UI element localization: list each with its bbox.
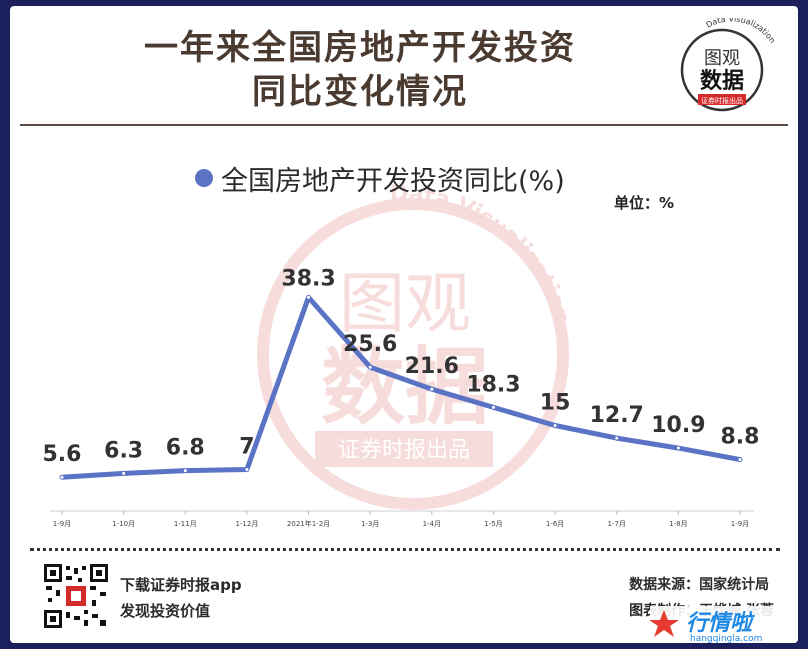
data-label: 21.6 xyxy=(405,354,459,379)
brand-watermark: 行情啦 hangqingla.com xyxy=(650,606,798,643)
qr-code xyxy=(44,564,108,628)
download-app-text: 下载证券时报app xyxy=(120,576,242,594)
data-point xyxy=(60,475,64,479)
logo-badge: Data Visualization 图观 数据 证券时报出品 xyxy=(680,18,777,112)
unit-label: 单位：% xyxy=(614,194,675,212)
x-tick-label: 1-6月 xyxy=(546,520,564,528)
data-point xyxy=(368,365,372,369)
data-point xyxy=(738,458,742,462)
series-line xyxy=(59,294,743,480)
x-axis-ticks: 1-9月 1-10月 1-11月 1-12月 2021年1-2月 1-3月 1-4月 1-5月… xyxy=(53,511,749,528)
x-tick-label: 2021年1-2月 xyxy=(287,519,330,528)
title-divider xyxy=(20,124,788,126)
source-text: 数据来源：国家统计局 xyxy=(629,577,770,593)
logo-text-top: 图观 xyxy=(704,48,740,69)
footer-divider xyxy=(30,548,780,551)
watermark-text-sub: 证券时报出品 xyxy=(338,438,470,463)
slogan-text: 发现投资价值 xyxy=(120,602,211,620)
star-icon xyxy=(650,610,679,637)
brand-text: 行情啦 xyxy=(686,610,755,636)
data-label: 18.3 xyxy=(466,372,520,397)
logo-text-sub: 证券时报出品 xyxy=(701,96,743,105)
logo-text-main: 数据 xyxy=(700,68,744,94)
x-tick-label: 1-7月 xyxy=(608,520,626,528)
footer-app-promo: 下载证券时报app 发现投资价值 xyxy=(120,572,242,624)
data-labels: 5.6 6.3 6.8 7 38.3 25.6 21.6 18.3 15 12.7 10.9 8.8 xyxy=(43,266,760,467)
brand-url: hangqingla.com xyxy=(690,634,762,643)
title-line-1: 一年来全国房地产开发投资 xyxy=(144,28,576,68)
x-tick-label: 1-10月 xyxy=(112,520,135,528)
x-tick-label: 1-3月 xyxy=(361,520,379,528)
data-label: 5.6 xyxy=(43,442,82,467)
data-label: 6.3 xyxy=(104,438,143,463)
data-label: 12.7 xyxy=(590,403,644,428)
x-tick-label: 1-12月 xyxy=(235,520,258,528)
page-title: 一年来全国房地产开发投资 同比变化情况 xyxy=(80,26,640,114)
data-point xyxy=(245,468,249,471)
data-point xyxy=(122,471,126,475)
title-line-2: 同比变化情况 xyxy=(252,72,468,112)
x-tick-label: 1-4月 xyxy=(423,520,441,528)
data-label: 38.3 xyxy=(281,266,335,291)
data-label: 7 xyxy=(239,435,254,460)
data-point xyxy=(183,469,187,473)
watermark-text-main: 数据 xyxy=(321,338,489,436)
data-label: 8.8 xyxy=(721,425,760,450)
line-chart: Data Visualization 图观 数据 证券时报出品 1-9月 1-10… xyxy=(43,182,760,528)
chart-card: 一年来全国房地产开发投资 同比变化情况 Data Visualization 图… xyxy=(10,6,798,643)
data-label: 25.6 xyxy=(343,332,397,357)
x-tick-label: 1-8月 xyxy=(669,520,687,528)
data-point xyxy=(676,446,680,450)
data-point xyxy=(553,424,557,427)
chart-legend: 全国房地产开发投资同比(%) xyxy=(195,158,565,198)
data-point xyxy=(491,405,495,409)
watermark-text-top: 图观 xyxy=(339,265,471,342)
data-label: 6.8 xyxy=(166,436,205,461)
data-point xyxy=(430,387,434,391)
x-tick-label: 1-11月 xyxy=(174,520,197,528)
x-tick-label: 1-9月 xyxy=(731,520,749,528)
data-label: 10.9 xyxy=(651,413,705,438)
data-label: 15 xyxy=(540,391,571,416)
x-tick-label: 1-5月 xyxy=(484,520,502,528)
data-point xyxy=(307,295,311,299)
data-point xyxy=(615,436,619,440)
x-tick-label: 1-9月 xyxy=(53,520,71,528)
legend-label: 全国房地产开发投资同比(%) xyxy=(221,165,565,197)
legend-swatch xyxy=(195,169,213,187)
series-points xyxy=(60,295,742,479)
watermark: Data Visualization 图观 数据 证券时报出品 xyxy=(257,182,574,510)
